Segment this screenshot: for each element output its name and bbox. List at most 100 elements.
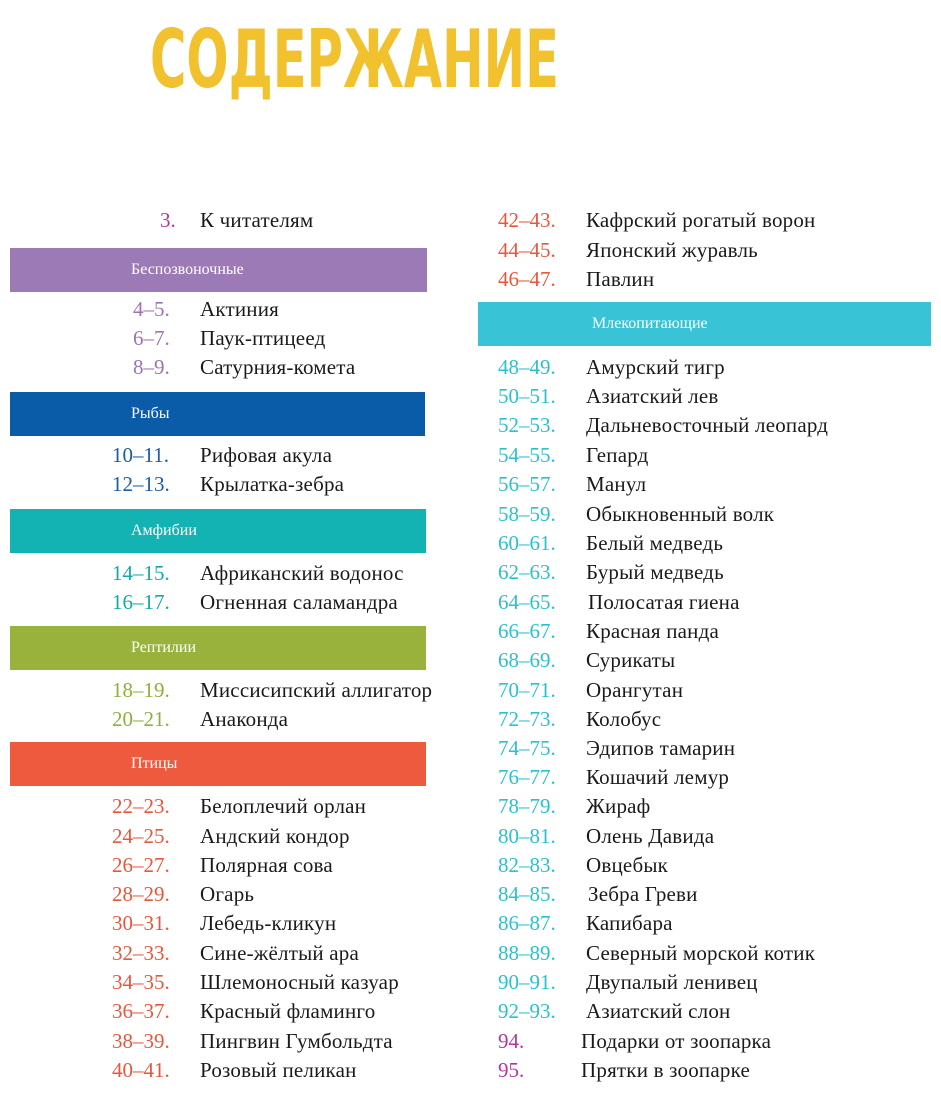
page-number: 56–57. <box>498 472 556 496</box>
entry-title: Прятки в зоопарке <box>581 1058 750 1082</box>
toc-entry[interactable]: 76–77. Кошачий лемур <box>480 763 935 792</box>
page-number: 94. <box>498 1029 525 1053</box>
entry-title: Олень Давида <box>586 824 715 848</box>
toc-entry[interactable]: 24–25. Андский кондор <box>0 822 470 851</box>
toc-entry[interactable]: 62–63. Бурый медведь <box>480 558 935 587</box>
page-number: 36–37. <box>112 999 170 1023</box>
toc-entry[interactable]: 16–17. Огненная саламандра <box>0 588 470 617</box>
page-number: 92–93. <box>498 999 556 1023</box>
toc-entry[interactable]: 52–53. Дальневосточный леопард <box>480 411 935 440</box>
toc-entry[interactable]: 48–49. Амурский тигр <box>480 353 935 382</box>
entry-title: Актиния <box>200 297 280 321</box>
entry-title: Лебедь-кликун <box>200 911 337 935</box>
section-label: Беспозвоночные <box>131 261 244 278</box>
entry-title: Дальневосточный леопард <box>586 413 829 437</box>
toc-entry[interactable]: 28–29. Огарь <box>0 880 470 909</box>
page-number: 54–55. <box>498 443 556 467</box>
page-title: СОДЕРЖАНИЕ <box>150 13 559 106</box>
toc-entry[interactable]: 80–81. Олень Давида <box>480 822 935 851</box>
toc-entry[interactable]: 86–87. Капибара <box>480 909 935 938</box>
toc-entry[interactable]: 54–55. Гепард <box>480 441 935 470</box>
toc-entry[interactable]: 18–19. Миссисипский аллигатор <box>0 676 475 705</box>
toc-entry[interactable]: 26–27. Полярная сова <box>0 851 470 880</box>
page-number: 95. <box>498 1058 525 1082</box>
toc-entry[interactable]: 14–15. Африканский водонос <box>0 559 470 588</box>
toc-entry[interactable]: 66–67. Красная панда <box>480 617 935 646</box>
toc-entry[interactable]: 32–33. Сине-жёлтый ара <box>0 939 470 968</box>
section-band-amphibians: Амфибии <box>10 509 426 553</box>
toc-entry[interactable]: 10–11. Рифовая акула <box>0 441 470 470</box>
page-number: 68–69. <box>498 648 556 672</box>
toc-entry[interactable]: 34–35. Шлемоносный казуар <box>0 968 470 997</box>
toc-entry[interactable]: 56–57. Манул <box>480 470 935 499</box>
toc-entry[interactable]: 82–83. Овцебык <box>480 851 935 880</box>
toc-entry[interactable]: 4–5. Актиния <box>0 295 470 324</box>
section-label: Млекопитающие <box>592 315 708 332</box>
page-number: 70–71. <box>498 678 556 702</box>
page-number: 6–7. <box>133 326 170 350</box>
toc-entry[interactable]: 6–7. Паук-птицеед <box>0 324 470 353</box>
page-number: 62–63. <box>498 560 556 584</box>
page-number: 16–17. <box>112 590 170 614</box>
entry-title: Овцебык <box>586 853 669 877</box>
toc-entry[interactable]: 90–91. Двупалый ленивец <box>480 968 935 997</box>
entry-title: Колобус <box>586 707 662 731</box>
toc-entry[interactable]: 50–51. Азиатский лев <box>480 382 935 411</box>
toc-entry-intro[interactable]: 3. К читателям <box>0 206 470 235</box>
toc-entry[interactable]: 58–59. Обыкновенный волк <box>480 500 935 529</box>
page-number: 12–13. <box>112 472 170 496</box>
entry-title: Красный фламинго <box>200 999 376 1023</box>
toc-entry[interactable]: 22–23. Белоплечий орлан <box>0 792 470 821</box>
entry-title: Жираф <box>586 794 651 818</box>
toc-entry[interactable]: 74–75. Эдипов тамарин <box>480 734 935 763</box>
section-band-birds: Птицы <box>10 742 426 786</box>
entry-title: Амурский тигр <box>586 355 725 379</box>
toc-entry[interactable]: 38–39. Пингвин Гумбольдта <box>0 1027 470 1056</box>
page-number: 3. <box>160 208 176 232</box>
entry-title: Огненная саламандра <box>200 590 398 614</box>
toc-entry[interactable]: 40–41. Розовый пеликан <box>0 1056 470 1085</box>
section-band-invertebrates: Беспозвоночные <box>10 248 427 292</box>
entry-title: Павлин <box>586 267 655 291</box>
toc-entry[interactable]: 60–61. Белый медведь <box>480 529 935 558</box>
section-label: Птицы <box>131 755 178 772</box>
entry-title: Сурикаты <box>586 648 676 672</box>
page-number: 14–15. <box>112 561 170 585</box>
toc-entry[interactable]: 64–65. Полосатая гиена <box>480 588 935 617</box>
page-number: 60–61. <box>498 531 556 555</box>
section-band-fish: Рыбы <box>10 392 425 436</box>
entry-title: Капибара <box>586 911 673 935</box>
toc-entry[interactable]: 68–69. Сурикаты <box>480 646 935 675</box>
toc-entry[interactable]: 30–31. Лебедь-кликун <box>0 909 470 938</box>
toc-entry[interactable]: 70–71. Орангутан <box>480 676 935 705</box>
toc-entry[interactable]: 94. Подарки от зоопарка <box>480 1027 935 1056</box>
toc-entry[interactable]: 8–9. Сатурния-комета <box>0 353 470 382</box>
page-number: 64–65. <box>498 590 556 614</box>
toc-entry[interactable]: 88–89. Северный морской котик <box>480 939 935 968</box>
page-number: 88–89. <box>498 941 556 965</box>
toc-entry[interactable]: 95. Прятки в зоопарке <box>480 1056 935 1085</box>
toc-entry[interactable]: 72–73. Колобус <box>480 705 935 734</box>
toc-entry[interactable]: 46–47. Павлин <box>480 265 935 294</box>
entry-title: Японский журавль <box>586 238 758 262</box>
section-label: Амфибии <box>131 522 197 539</box>
toc-entry[interactable]: 92–93. Азиатский слон <box>480 997 935 1026</box>
toc-entry[interactable]: 20–21. Анаконда <box>0 705 470 734</box>
entry-title: Двупалый ленивец <box>586 970 758 994</box>
toc-entry[interactable]: 84–85. Зебра Греви <box>480 880 935 909</box>
page-number: 72–73. <box>498 707 556 731</box>
entry-title: Белый медведь <box>586 531 724 555</box>
page-number: 86–87. <box>498 911 556 935</box>
page-number: 32–33. <box>112 941 170 965</box>
toc-entry[interactable]: 78–79. Жираф <box>480 792 935 821</box>
toc-entry[interactable]: 36–37. Красный фламинго <box>0 997 470 1026</box>
entry-title: Пингвин Гумбольдта <box>200 1029 393 1053</box>
toc-entry[interactable]: 42–43. Кафрский рогатый ворон <box>480 206 935 235</box>
page-number: 18–19. <box>112 678 170 702</box>
page-number: 8–9. <box>133 355 170 379</box>
page-number: 4–5. <box>133 297 170 321</box>
toc-entry[interactable]: 44–45. Японский журавль <box>480 236 935 265</box>
entry-title: Полярная сова <box>200 853 333 877</box>
section-band-reptiles: Рептилии <box>10 626 426 670</box>
toc-entry[interactable]: 12–13. Крылатка-зебра <box>0 470 470 499</box>
